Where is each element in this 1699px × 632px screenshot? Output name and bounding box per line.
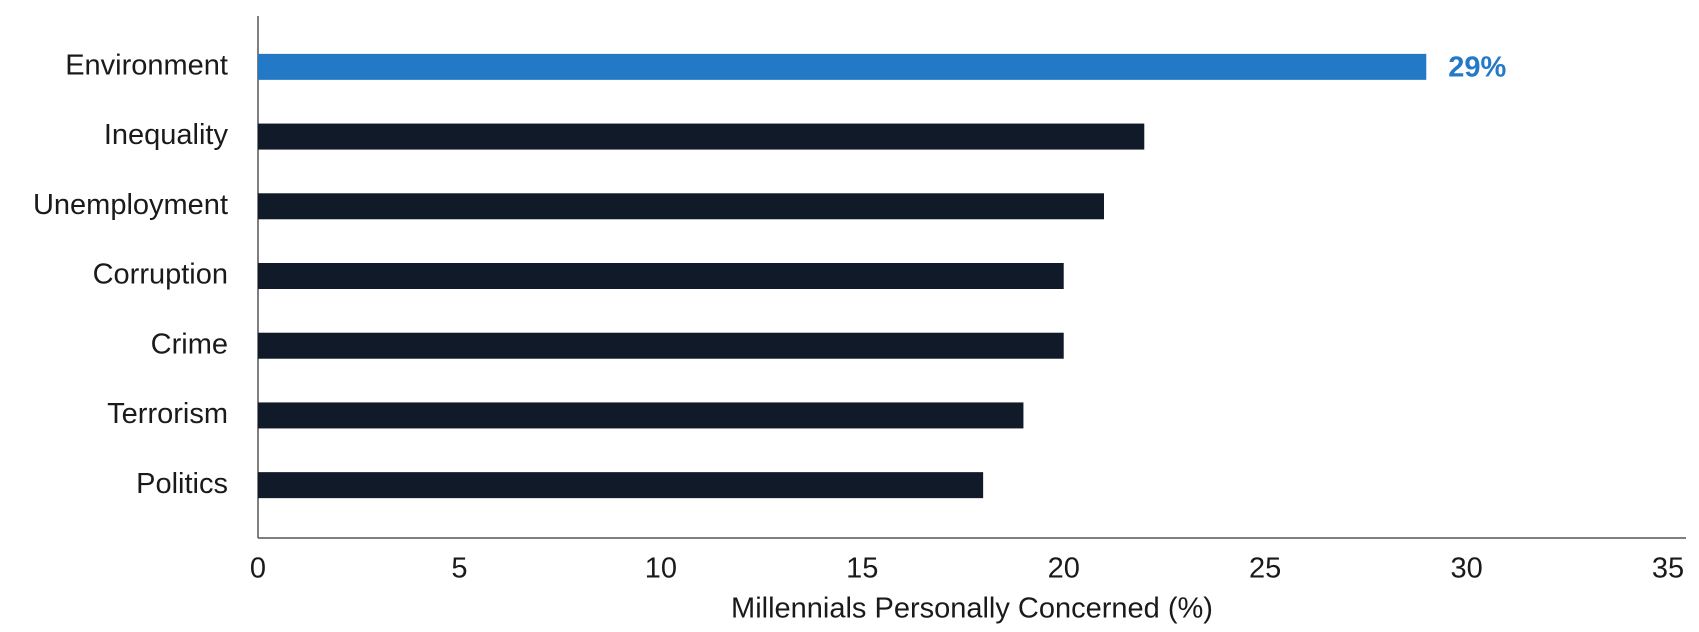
bar [258, 472, 984, 499]
x-tick-label: 30 [1450, 553, 1482, 585]
y-tick-label: Politics [136, 468, 228, 500]
x-tick-label: 35 [1652, 553, 1684, 585]
x-tick-label: 0 [250, 553, 266, 585]
bar [258, 123, 1145, 150]
bar [258, 332, 1064, 359]
y-tick-label: Inequality [104, 119, 229, 151]
bar [258, 263, 1064, 289]
value-label: 29% [1448, 52, 1506, 84]
x-tick-label: 15 [846, 553, 878, 585]
y-tick-label: Crime [151, 328, 228, 360]
x-axis-title: Millennials Personally Concerned (%) [731, 593, 1213, 625]
x-tick-label: 5 [451, 553, 467, 585]
y-tick-label: Terrorism [107, 398, 228, 430]
y-tick-label: Unemployment [33, 189, 228, 221]
x-tick-label: 20 [1048, 553, 1080, 585]
bar [258, 193, 1104, 220]
x-tick-label: 10 [645, 553, 677, 585]
x-tick-label: 25 [1249, 553, 1281, 585]
y-tick-label: Corruption [93, 259, 228, 291]
bar [258, 402, 1024, 429]
y-tick-label: Environment [65, 50, 228, 82]
bar [258, 53, 1427, 80]
